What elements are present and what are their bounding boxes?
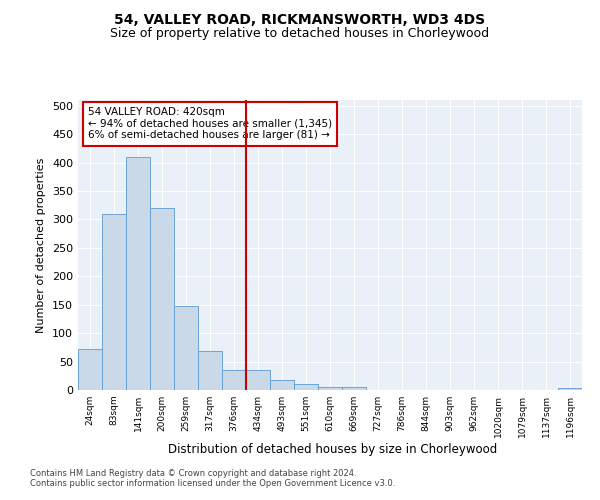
Text: 54, VALLEY ROAD, RICKMANSWORTH, WD3 4DS: 54, VALLEY ROAD, RICKMANSWORTH, WD3 4DS — [115, 12, 485, 26]
Bar — [318, 386, 342, 390]
Text: 54 VALLEY ROAD: 420sqm
← 94% of detached houses are smaller (1,345)
6% of semi-d: 54 VALLEY ROAD: 420sqm ← 94% of detached… — [88, 108, 332, 140]
Text: Contains HM Land Registry data © Crown copyright and database right 2024.: Contains HM Land Registry data © Crown c… — [30, 468, 356, 477]
Bar — [294, 384, 318, 390]
Bar — [126, 157, 150, 390]
Text: Contains public sector information licensed under the Open Government Licence v3: Contains public sector information licen… — [30, 478, 395, 488]
Bar — [150, 208, 174, 390]
Bar — [174, 306, 198, 390]
Bar — [342, 387, 366, 390]
Bar — [102, 214, 126, 390]
Bar — [246, 370, 270, 390]
Bar — [78, 349, 102, 390]
Bar — [270, 380, 294, 390]
Bar — [198, 352, 222, 390]
Y-axis label: Number of detached properties: Number of detached properties — [37, 158, 46, 332]
Bar — [222, 370, 246, 390]
Bar — [558, 388, 582, 390]
Text: Size of property relative to detached houses in Chorleywood: Size of property relative to detached ho… — [110, 28, 490, 40]
Text: Distribution of detached houses by size in Chorleywood: Distribution of detached houses by size … — [169, 442, 497, 456]
